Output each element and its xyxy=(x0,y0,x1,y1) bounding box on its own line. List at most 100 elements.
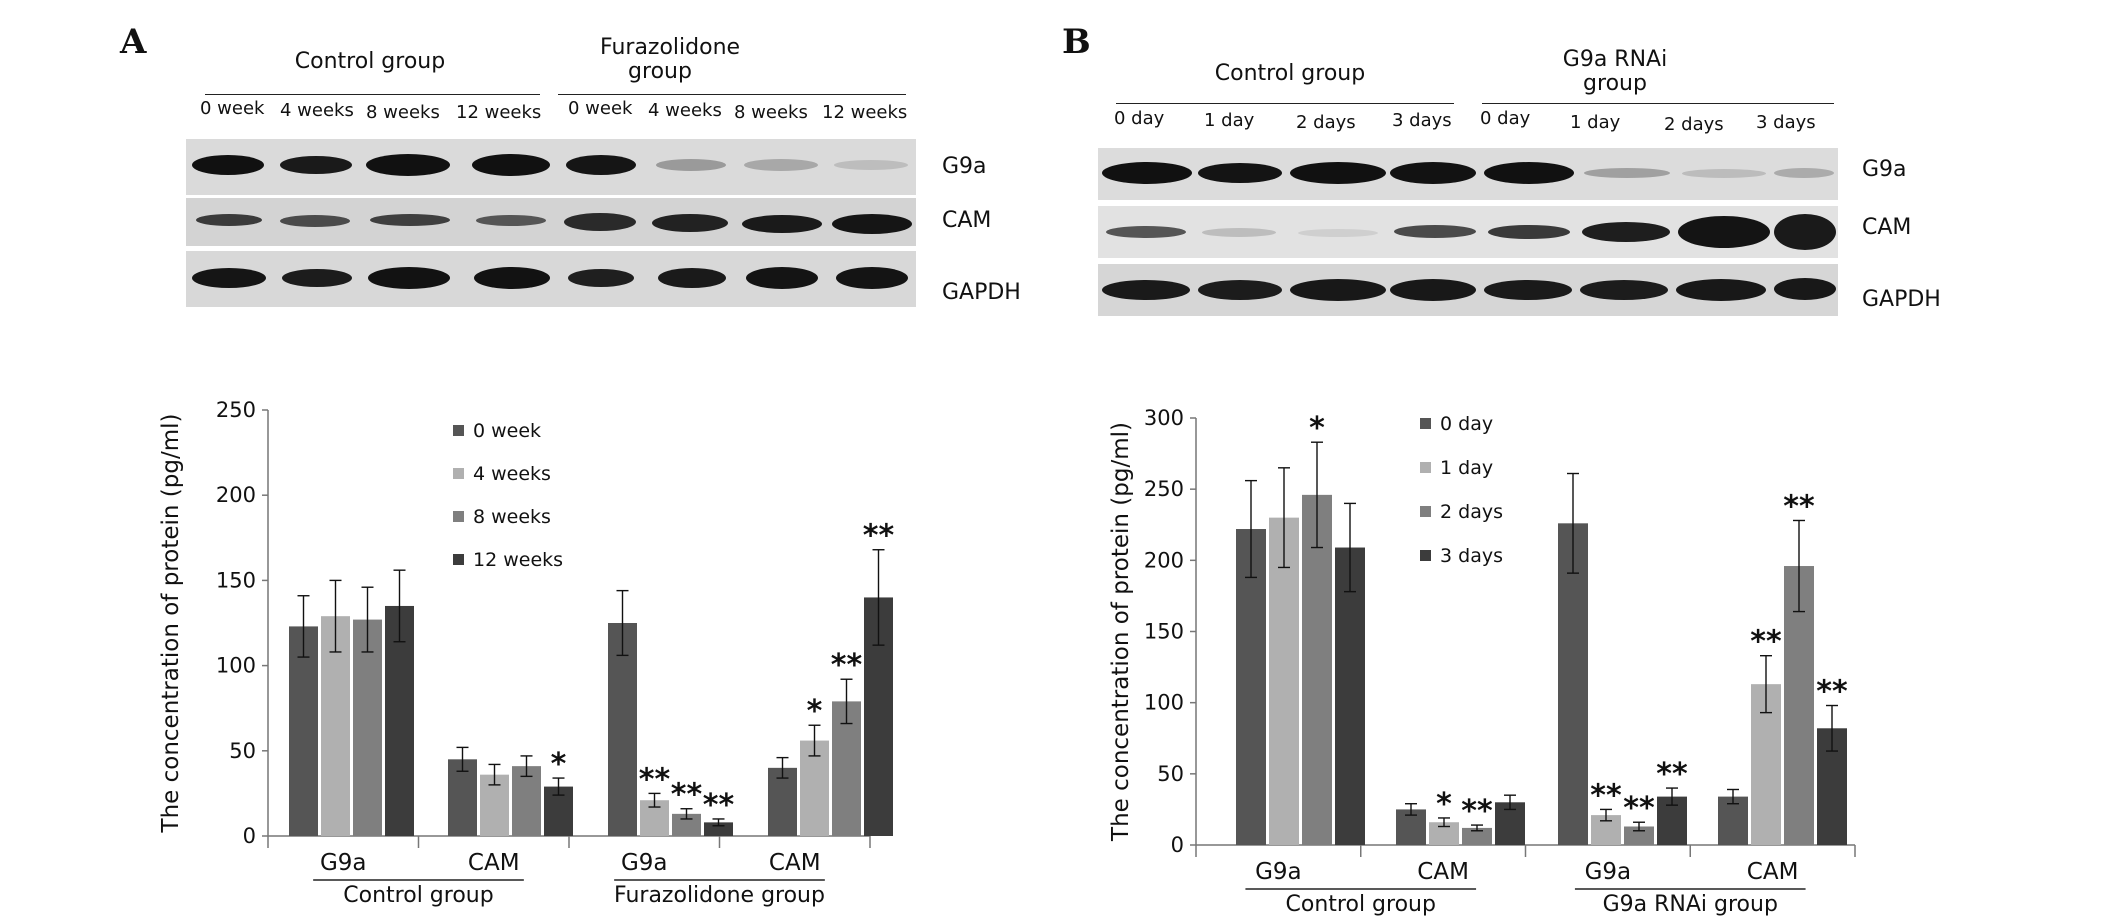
band xyxy=(1390,279,1476,301)
band xyxy=(1102,162,1192,184)
legend-label: 0 week xyxy=(473,420,541,442)
bar xyxy=(448,759,477,836)
bar xyxy=(608,623,637,836)
band xyxy=(564,213,636,231)
bar xyxy=(1269,517,1299,845)
band xyxy=(368,267,450,289)
band xyxy=(1298,229,1378,237)
bar xyxy=(1236,529,1266,845)
bar xyxy=(1718,796,1748,845)
bar xyxy=(1784,566,1814,845)
category-label: G9a xyxy=(1585,859,1632,885)
blot-b-group-2-label: G9a RNAi group xyxy=(1562,47,1668,96)
band xyxy=(1202,228,1276,237)
legend-label: 3 days xyxy=(1440,545,1503,567)
blot-a-protein-label: CAM xyxy=(942,208,992,233)
band xyxy=(280,215,350,227)
significance-marker: ** xyxy=(703,788,735,823)
blot-b-lane-label: 3 days xyxy=(1756,112,1816,133)
band xyxy=(196,214,262,226)
band xyxy=(1484,280,1572,300)
significance-marker: * xyxy=(1309,411,1325,446)
category-label: G9a xyxy=(320,850,367,876)
band xyxy=(1774,214,1836,250)
category-label: CAM xyxy=(1747,859,1799,885)
legend-swatch xyxy=(1420,506,1431,517)
band xyxy=(1484,162,1574,184)
blot-b-lane-label: 2 days xyxy=(1664,114,1724,135)
significance-marker: ** xyxy=(1656,757,1688,792)
bar xyxy=(768,767,797,836)
legend-swatch xyxy=(1420,418,1431,429)
bar xyxy=(1335,547,1365,845)
group-label: Furazolidone group xyxy=(614,883,825,908)
group-label: Control group xyxy=(343,883,493,908)
category-label: CAM xyxy=(1417,859,1469,885)
legend-swatch xyxy=(453,468,464,479)
legend-label: 2 days xyxy=(1440,501,1503,523)
band xyxy=(656,159,726,171)
legend-label: 12 weeks xyxy=(473,549,563,571)
band xyxy=(474,267,550,289)
blot-b-group-1-label: Control group xyxy=(1214,61,1366,86)
significance-marker: ** xyxy=(1623,791,1655,826)
y-tick-label: 50 xyxy=(229,739,256,763)
bar xyxy=(1302,494,1332,845)
blot-a-lane-label: 8 weeks xyxy=(366,102,440,123)
band xyxy=(1774,168,1834,178)
bar xyxy=(385,605,414,836)
band xyxy=(192,155,264,175)
blot-a-group-1-rule xyxy=(205,94,540,95)
significance-marker: ** xyxy=(1750,625,1782,660)
significance-marker: * xyxy=(1436,787,1452,822)
blot-b-lane-label: 0 day xyxy=(1480,108,1531,129)
significance-marker: ** xyxy=(1461,794,1493,829)
category-label: CAM xyxy=(468,850,520,876)
significance-marker: ** xyxy=(863,519,895,554)
y-tick-label: 50 xyxy=(1157,762,1184,786)
band xyxy=(280,156,352,174)
y-tick-label: 100 xyxy=(1144,691,1184,715)
category-label: G9a xyxy=(1255,859,1302,885)
blot-a-protein-label: GAPDH xyxy=(942,280,1021,305)
bar-chart-b: 0 50 100 150 200 250 300 The concentration of p… xyxy=(1108,406,1856,917)
blot-a-lane-label: 0 week xyxy=(568,98,633,119)
blot-a-group-2-label: Furazolidone group xyxy=(600,35,741,84)
band xyxy=(1584,168,1670,178)
y-tick-label: 0 xyxy=(243,824,256,848)
band xyxy=(1106,226,1186,238)
legend-swatch xyxy=(1420,462,1431,473)
category-label: CAM xyxy=(769,850,821,876)
y-tick-label: 150 xyxy=(216,568,256,592)
blot-b-lane-label: 1 day xyxy=(1570,112,1621,133)
band xyxy=(366,154,450,176)
significance-marker: ** xyxy=(1816,675,1848,710)
blot-b-cam-strip xyxy=(1098,206,1838,258)
y-axis-label: The concentration of protein (pg/ml) xyxy=(1108,422,1134,842)
band xyxy=(370,214,450,226)
band xyxy=(746,267,818,289)
significance-marker: ** xyxy=(1783,489,1815,524)
band xyxy=(652,214,728,232)
legend-label: 8 weeks xyxy=(473,506,551,528)
bar xyxy=(321,616,350,836)
band xyxy=(1198,163,1282,183)
blot-b-protein-label: G9a xyxy=(1862,157,1907,182)
bar xyxy=(289,626,318,836)
band xyxy=(192,268,266,288)
band xyxy=(1394,225,1476,238)
bar xyxy=(704,822,733,836)
blot-a-lane-label: 12 weeks xyxy=(456,102,542,123)
blot-b-g9a-strip xyxy=(1098,148,1838,200)
blot-b-lane-label: 1 day xyxy=(1204,110,1255,131)
y-tick-label: 300 xyxy=(1144,406,1184,430)
panel-b-letter: B xyxy=(1062,22,1091,62)
blot-a-group-1-label: Control group xyxy=(294,49,446,74)
bar xyxy=(1462,827,1492,845)
y-tick-label: 100 xyxy=(216,654,256,678)
blot-a-g9a-strip xyxy=(186,139,916,195)
band xyxy=(1678,216,1770,248)
y-tick-label: 200 xyxy=(1144,548,1184,572)
y-tick-label: 0 xyxy=(1171,833,1184,857)
category-label: G9a xyxy=(621,850,668,876)
